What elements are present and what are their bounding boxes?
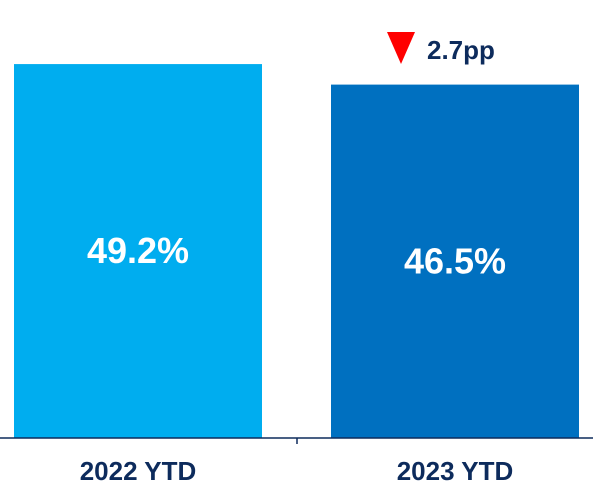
bar-value-label: 46.5%: [404, 240, 506, 281]
category-label: 2023 YTD: [397, 456, 514, 486]
labels-layer: 49.2% 2022 YTD 46.5% 2023 YTD: [80, 230, 514, 486]
bar-2022-ytd: [14, 64, 262, 438]
category-label: 2022 YTD: [80, 456, 197, 486]
down-triangle-icon: [387, 32, 415, 64]
bar-2023-ytd: [331, 84, 579, 438]
bars-layer: [14, 64, 579, 438]
bar-value-label: 49.2%: [87, 230, 189, 271]
change-label: 2.7pp: [427, 35, 495, 65]
